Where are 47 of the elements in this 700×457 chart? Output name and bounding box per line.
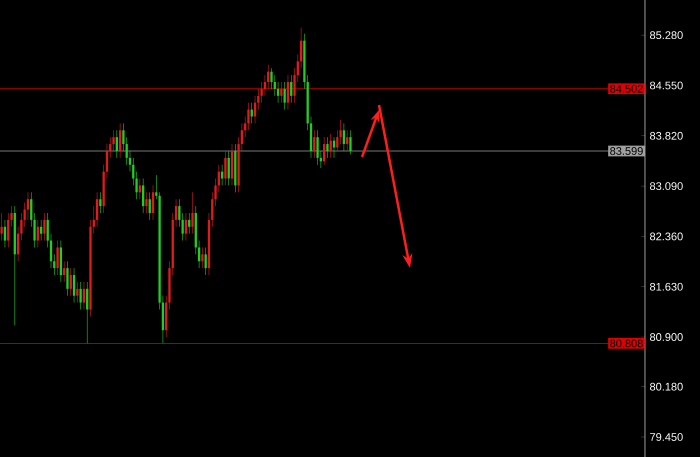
candlestick [313, 130, 316, 158]
candlestick [201, 247, 204, 268]
candlestick [267, 64, 270, 90]
y-tick-label: 83.820 [650, 132, 683, 140]
y-tick-label: 83.090 [650, 182, 683, 190]
candlestick [300, 27, 302, 69]
candlestick [79, 282, 82, 310]
candlestick [342, 123, 346, 152]
candlestick [290, 74, 292, 103]
candlestick [70, 268, 72, 296]
ref-line-label: 80.808 [610, 340, 643, 348]
y-tick-label: 85.280 [650, 31, 683, 40]
y-tick-label: 79.450 [650, 433, 683, 441]
candlestick [188, 212, 190, 234]
candlestick [63, 260, 66, 282]
candlestick [284, 82, 286, 110]
y-tick-label: 84.550 [650, 82, 683, 90]
y-tick-label: 82.360 [650, 232, 683, 240]
candlestick [99, 192, 102, 214]
candlestick [280, 82, 283, 103]
candlestick [323, 136, 326, 166]
candlestick [36, 220, 39, 248]
candlestick [336, 130, 338, 152]
candlestick [330, 133, 332, 158]
candlestick [142, 178, 144, 214]
candlestick [155, 174, 158, 200]
ref-line-label: 83.599 [610, 147, 643, 155]
candlestick [86, 282, 88, 344]
candlestick [181, 212, 184, 241]
candlestick [138, 178, 142, 200]
candlestick [220, 164, 224, 186]
candlestick [339, 120, 342, 144]
y-tick-label: 80.900 [650, 333, 683, 341]
candlestick [346, 130, 348, 152]
candlestick [148, 192, 151, 220]
candlestick [116, 130, 118, 158]
candlestick [40, 220, 42, 241]
candlestick [250, 102, 253, 124]
candlestick [178, 198, 181, 228]
candlestick [0, 212, 3, 241]
candlestick [204, 247, 207, 276]
candlestick [228, 150, 230, 186]
y-tick-label: 80.180 [650, 382, 683, 391]
y-tick-label: 81.630 [650, 282, 683, 291]
ref-line-label: 84.502 [610, 84, 643, 93]
candlestick [76, 282, 78, 303]
candlestick [118, 123, 122, 158]
